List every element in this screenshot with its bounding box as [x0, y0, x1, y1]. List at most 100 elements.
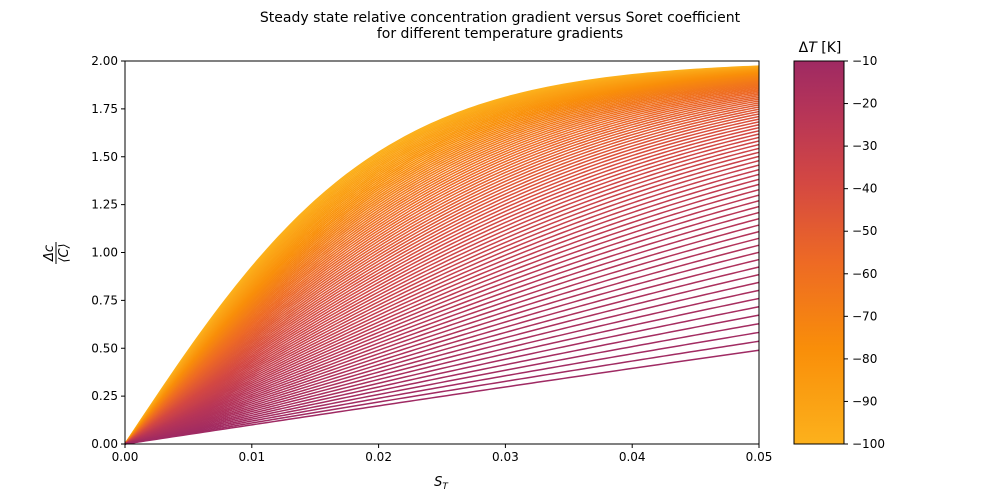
series-line — [124, 80, 760, 445]
y-tick-label: 1.25 — [91, 198, 118, 212]
x-tick-label: 0.00 — [112, 450, 139, 464]
series-line — [124, 94, 760, 445]
colorbar-label-delta: Δ — [799, 40, 809, 56]
series-line — [124, 200, 760, 445]
series-line — [124, 104, 760, 445]
series-line — [124, 75, 760, 445]
series-line — [124, 306, 760, 445]
series-line — [124, 331, 760, 445]
series-line — [124, 73, 760, 445]
series-line — [124, 88, 760, 445]
y-axis-label: Δc ⟨C⟩ — [42, 242, 72, 264]
x-tick-label: 0.01 — [238, 450, 265, 464]
series-line — [124, 102, 760, 445]
series-line — [124, 76, 760, 445]
series-line — [124, 136, 760, 445]
colorbar-label-var: T — [808, 40, 818, 56]
series-line — [124, 168, 760, 445]
colorbar-tick-label: −90 — [852, 394, 877, 408]
colorbar-tick-label: −40 — [852, 182, 877, 196]
colorbar-tick-label: −30 — [852, 139, 877, 153]
series-line — [124, 123, 760, 445]
series-line — [124, 258, 760, 445]
series-line — [124, 96, 760, 445]
series-line — [124, 281, 760, 445]
series-line — [124, 173, 760, 445]
series-line — [124, 77, 760, 445]
series-line — [124, 113, 760, 445]
series-line — [124, 205, 760, 445]
x-tick-label: 0.05 — [746, 450, 773, 464]
x-tick-label: 0.03 — [492, 450, 519, 464]
colorbar-tick-label: −60 — [852, 267, 877, 281]
y-tick-label: 2.00 — [91, 54, 118, 68]
series-line — [124, 159, 760, 445]
series-line — [124, 266, 760, 445]
series-line — [124, 133, 760, 445]
x-tick-label: 0.04 — [619, 450, 646, 464]
series-line — [124, 93, 760, 445]
colorbar-tick-label: −70 — [852, 309, 877, 323]
series-line — [124, 297, 760, 445]
y-tick-label: 0.75 — [91, 293, 118, 307]
x-axis-label: ST — [434, 475, 449, 492]
y-axis: 0.00 0.25 0.50 0.75 1.00 1.25 1.50 1.75 2.00 — [91, 54, 125, 451]
series-line — [124, 118, 760, 445]
series-line — [124, 110, 760, 445]
series-line — [124, 314, 760, 445]
y-axis-label-denominator: ⟨C⟩ — [57, 243, 72, 262]
series-line — [124, 71, 760, 445]
series-line — [124, 244, 760, 445]
y-axis-label-numerator: Δc — [42, 245, 57, 262]
colorbar-axis: −10 −20 −30 −40 −50 −60 −70 −80 −90 −100 — [844, 54, 885, 451]
series-line — [124, 143, 760, 445]
series-line — [124, 74, 760, 445]
colorbar-tick-label: −100 — [852, 437, 885, 451]
series-line — [124, 78, 760, 445]
series-line — [124, 77, 760, 445]
series-line — [124, 217, 760, 445]
y-tick-label: 1.50 — [91, 150, 118, 164]
series-line — [124, 74, 760, 445]
y-tick-label: 1.75 — [91, 102, 118, 116]
series-line — [124, 70, 760, 445]
y-tick-label: 0.50 — [91, 341, 118, 355]
series-line — [124, 90, 760, 445]
y-tick-label: 0.25 — [91, 389, 118, 403]
series-line — [124, 106, 760, 445]
series-line — [124, 98, 760, 445]
series-line — [124, 164, 760, 445]
series-line — [124, 322, 760, 445]
series-line — [124, 82, 760, 445]
series-line — [124, 273, 760, 445]
series-line — [124, 86, 760, 445]
series-line — [124, 178, 760, 445]
colorbar-tick-label: −80 — [852, 352, 877, 366]
series-line — [124, 188, 760, 445]
series-line — [124, 121, 760, 445]
colorbar-tick-label: −10 — [852, 54, 877, 68]
series-line — [124, 69, 760, 445]
series-line — [124, 126, 760, 445]
series-line — [124, 349, 760, 445]
series-line — [124, 87, 760, 445]
series-line — [124, 108, 760, 445]
series-line — [124, 115, 760, 445]
series-line — [124, 81, 760, 445]
series-line — [124, 289, 760, 445]
series-line — [124, 72, 760, 445]
series-line — [124, 251, 760, 445]
series-line — [124, 69, 760, 445]
series-line — [124, 340, 760, 445]
colorbar-tick-label: −50 — [852, 224, 877, 238]
colorbar-label-unit: [K] — [817, 40, 842, 56]
series-line — [124, 130, 760, 445]
y-tick-label: 0.00 — [91, 437, 118, 451]
x-axis-label-sub: T — [442, 482, 449, 492]
series-line — [124, 211, 760, 445]
chart-subtitle: for different temperature gradients — [377, 26, 623, 42]
colorbar-label: ΔT [K] — [799, 40, 842, 56]
series-line — [124, 100, 760, 445]
series-line — [124, 155, 760, 445]
